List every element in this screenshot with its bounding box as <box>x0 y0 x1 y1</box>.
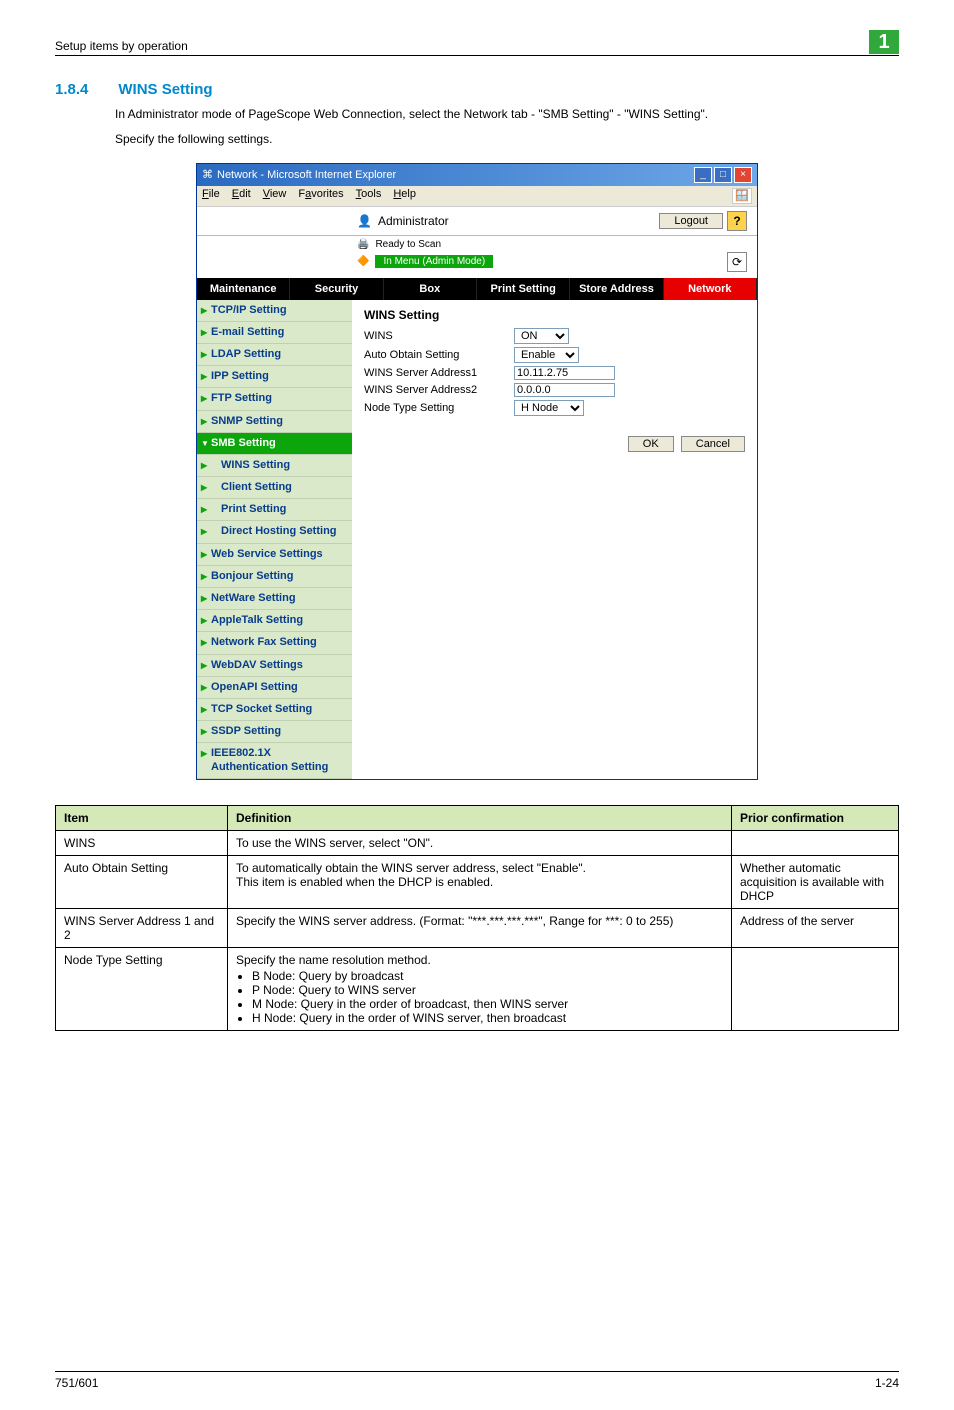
sidebar-bonjour[interactable]: ▶Bonjour Setting <box>197 566 352 588</box>
bullet-h: H Node: Query in the order of WINS serve… <box>252 1011 723 1025</box>
sidebar-snmp[interactable]: ▶SNMP Setting <box>197 411 352 433</box>
sidebar-smb[interactable]: ▼SMB Setting <box>197 433 352 455</box>
sidebar-ftp[interactable]: ▶FTP Setting <box>197 388 352 410</box>
ok-button[interactable]: OK <box>628 436 674 452</box>
addr1-input[interactable] <box>514 366 615 380</box>
section-number: 1.8.4 <box>55 81 88 98</box>
r1c1: WINS <box>56 830 228 855</box>
sidebar-wins[interactable]: ▶WINS Setting <box>197 455 352 477</box>
addr2-input[interactable] <box>514 383 615 397</box>
refresh-icon[interactable]: ⟳ <box>727 252 747 272</box>
sidebar: ▶TCP/IP Setting ▶E-mail Setting ▶LDAP Se… <box>197 300 352 779</box>
window-title: ⌘Network - Microsoft Internet Explorer <box>202 168 396 181</box>
intro-text-1: In Administrator mode of PageScope Web C… <box>115 106 899 123</box>
intro-text-2: Specify the following settings. <box>115 131 899 148</box>
mode-icon: 🔶 <box>357 256 369 267</box>
sidebar-client[interactable]: ▶Client Setting <box>197 477 352 499</box>
node-label: Node Type Setting <box>364 402 514 414</box>
r3c1: WINS Server Address 1 and 2 <box>56 908 228 947</box>
addr2-label: WINS Server Address2 <box>364 384 514 396</box>
bullet-p: P Node: Query to WINS server <box>252 983 723 997</box>
admin-icon: 👤 <box>357 214 372 228</box>
menu-fav[interactable]: Favorites <box>298 188 343 204</box>
sidebar-web[interactable]: ▶Web Service Settings <box>197 544 352 566</box>
sidebar-tcpip[interactable]: ▶TCP/IP Setting <box>197 300 352 322</box>
sidebar-direct[interactable]: ▶Direct Hosting Setting <box>197 521 352 543</box>
sidebar-ldap[interactable]: ▶LDAP Setting <box>197 344 352 366</box>
r3c3: Address of the server <box>732 908 899 947</box>
node-select[interactable]: H Node <box>514 400 584 416</box>
sidebar-print[interactable]: ▶Print Setting <box>197 499 352 521</box>
menu-help[interactable]: Help <box>393 188 416 204</box>
header-left: Setup items by operation <box>55 39 188 53</box>
r1c3 <box>732 830 899 855</box>
bullet-m: M Node: Query in the order of broadcast,… <box>252 997 723 1011</box>
maximize-icon[interactable]: □ <box>714 167 732 183</box>
r2c1: Auto Obtain Setting <box>56 855 228 908</box>
sidebar-email[interactable]: ▶E-mail Setting <box>197 322 352 344</box>
tab-box[interactable]: Box <box>384 278 477 300</box>
sidebar-openapi[interactable]: ▶OpenAPI Setting <box>197 677 352 699</box>
section-name: WINS Setting <box>118 81 212 98</box>
footer-right: 1-24 <box>875 1376 899 1390</box>
auto-label: Auto Obtain Setting <box>364 349 514 361</box>
logout-button[interactable]: Logout <box>659 213 723 229</box>
tab-maintenance[interactable]: Maintenance <box>197 278 290 300</box>
sidebar-ipp[interactable]: ▶IPP Setting <box>197 366 352 388</box>
printer-icon: 🖨️ <box>357 239 369 250</box>
mode-label: In Menu (Admin Mode) <box>375 255 493 268</box>
ie-flag-icon: 🪟 <box>732 188 752 204</box>
spec-table: Item Definition Prior confirmation WINS … <box>55 805 899 1031</box>
ie-menubar: File Edit View Favorites Tools Help 🪟 <box>197 186 757 207</box>
menu-tools[interactable]: Tools <box>356 188 382 204</box>
r4c1: Node Type Setting <box>56 947 228 1030</box>
sidebar-apple[interactable]: ▶AppleTalk Setting <box>197 610 352 632</box>
tab-print[interactable]: Print Setting <box>477 278 570 300</box>
sidebar-ssdp[interactable]: ▶SSDP Setting <box>197 721 352 743</box>
footer-left: 751/601 <box>55 1376 98 1390</box>
th-def: Definition <box>228 805 732 830</box>
r2c2: To automatically obtain the WINS server … <box>228 855 732 908</box>
bullet-b: B Node: Query by broadcast <box>252 969 723 983</box>
tab-bar: Maintenance Security Box Print Setting S… <box>197 278 757 300</box>
th-prior: Prior confirmation <box>732 805 899 830</box>
addr1-label: WINS Server Address1 <box>364 367 514 379</box>
chapter-number: 1 <box>869 30 899 54</box>
sidebar-netware[interactable]: ▶NetWare Setting <box>197 588 352 610</box>
r4c3 <box>732 947 899 1030</box>
menu-edit[interactable]: Edit <box>232 188 251 204</box>
help-icon[interactable]: ? <box>727 211 747 231</box>
tab-store[interactable]: Store Address <box>570 278 663 300</box>
sidebar-tcpsock[interactable]: ▶TCP Socket Setting <box>197 699 352 721</box>
auto-select[interactable]: Enable <box>514 347 579 363</box>
wins-label: WINS <box>364 330 514 342</box>
menu-file[interactable]: File <box>202 188 220 204</box>
window-controls: _ □ × <box>694 167 752 183</box>
ready-label: Ready to Scan <box>375 239 441 250</box>
th-item: Item <box>56 805 228 830</box>
wins-select[interactable]: ON <box>514 328 569 344</box>
r1c2: To use the WINS server, select "ON". <box>228 830 732 855</box>
tab-security[interactable]: Security <box>290 278 383 300</box>
sidebar-fax[interactable]: ▶Network Fax Setting <box>197 632 352 654</box>
tab-network[interactable]: Network <box>664 278 757 300</box>
r2c3: Whether automatic acquisition is availab… <box>732 855 899 908</box>
ie-window: ⌘Network - Microsoft Internet Explorer _… <box>196 163 758 780</box>
cancel-button[interactable]: Cancel <box>681 436 745 452</box>
r4c2: Specify the name resolution method. B No… <box>228 947 732 1030</box>
admin-label: Administrator <box>378 214 449 228</box>
r3c2: Specify the WINS server address. (Format… <box>228 908 732 947</box>
minimize-icon[interactable]: _ <box>694 167 712 183</box>
menu-view[interactable]: View <box>263 188 287 204</box>
form-title: WINS Setting <box>364 308 745 322</box>
sidebar-webdav[interactable]: ▶WebDAV Settings <box>197 655 352 677</box>
sidebar-ieee[interactable]: ▶IEEE802.1X Authentication Setting <box>197 743 352 778</box>
close-icon[interactable]: × <box>734 167 752 183</box>
